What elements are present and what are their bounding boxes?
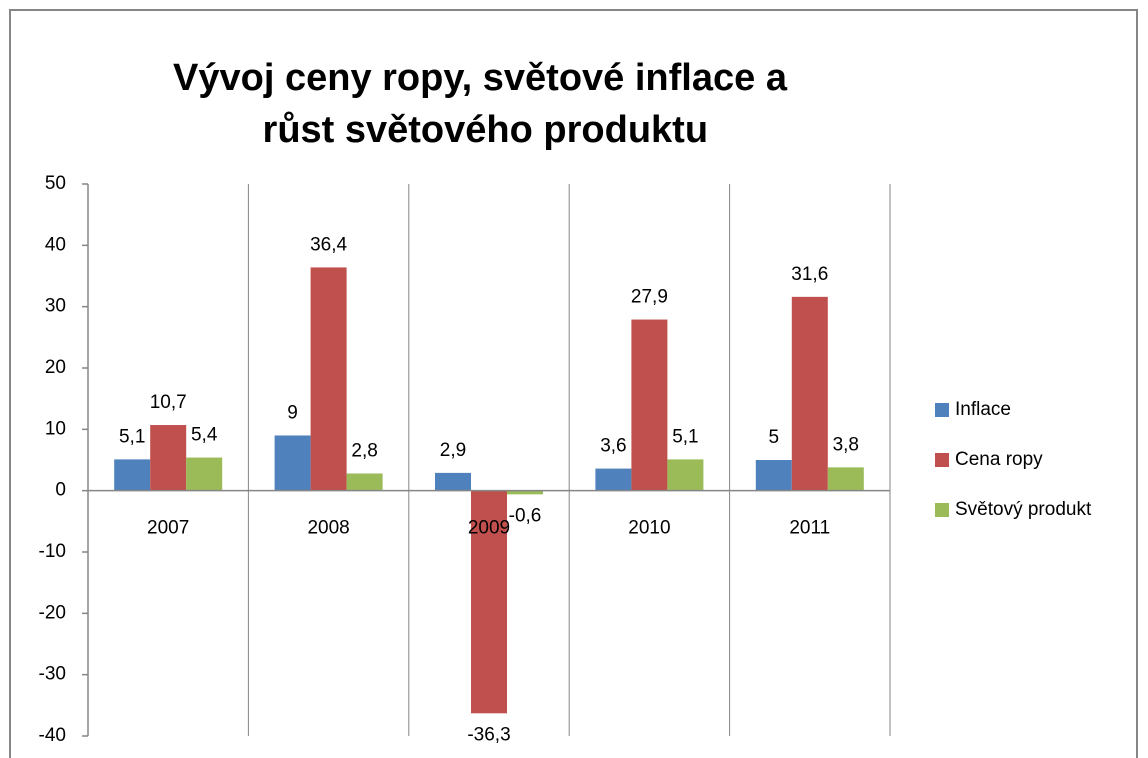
y-tick-label: -10 (39, 541, 66, 562)
y-tick-label: 30 (45, 296, 66, 317)
data-label: 5,1 (672, 426, 698, 447)
x-tick-label: 2007 (147, 518, 189, 539)
data-label: 27,9 (631, 287, 668, 308)
bar (755, 460, 792, 491)
legend-swatch (935, 453, 949, 467)
data-label: 36,4 (310, 234, 347, 255)
data-label: 2,8 (351, 441, 377, 462)
bar (631, 319, 668, 491)
legend-label: Světový produkt (955, 499, 1092, 520)
data-label: -0,6 (509, 505, 542, 526)
y-tick-label: 0 (55, 480, 66, 501)
data-label: 5 (769, 427, 780, 448)
bar (471, 490, 507, 714)
y-tick-label: 50 (45, 173, 66, 194)
bar (310, 267, 347, 491)
bar (186, 457, 223, 491)
bar (150, 425, 187, 491)
chart-title: Vývoj ceny ropy, světové inflace a růst … (173, 57, 788, 151)
x-tick-label: 2010 (628, 518, 670, 539)
x-tick-label: 2011 (789, 518, 830, 539)
data-label: 3,6 (600, 436, 626, 457)
data-label: -36,3 (467, 724, 510, 745)
title-line: růst světového produktu (252, 109, 708, 151)
bar (114, 459, 151, 491)
data-label: 9 (287, 402, 298, 423)
bar (827, 467, 864, 491)
legend-label: Inflace (955, 399, 1011, 420)
bar (791, 296, 828, 491)
data-label: 2,9 (440, 440, 466, 461)
y-tick-label: 40 (45, 234, 66, 255)
y-tick-label: 10 (45, 418, 66, 439)
y-tick-label: -20 (39, 602, 66, 623)
x-tick-label: 2009 (468, 518, 510, 539)
x-tick-label: 2008 (307, 518, 349, 539)
data-label: 5,4 (191, 425, 218, 446)
bar (274, 435, 311, 491)
y-tick-label: -30 (39, 664, 66, 685)
data-label: 10,7 (150, 392, 187, 413)
y-tick-label: 20 (45, 357, 66, 378)
bar (435, 472, 471, 491)
data-label: 3,8 (833, 434, 859, 455)
bar (667, 459, 704, 491)
chart-frame (9, 9, 1138, 758)
y-tick-label: -40 (39, 725, 66, 746)
legend-label: Cena ropy (955, 449, 1043, 470)
title-line: Vývoj ceny ropy, světové inflace a (173, 57, 788, 99)
bar (346, 473, 383, 491)
legend-swatch (935, 503, 949, 517)
data-label: 5,1 (119, 426, 145, 447)
legend-swatch (935, 403, 949, 417)
bar (507, 490, 543, 495)
bar (595, 468, 632, 491)
data-label: 31,6 (791, 264, 828, 285)
